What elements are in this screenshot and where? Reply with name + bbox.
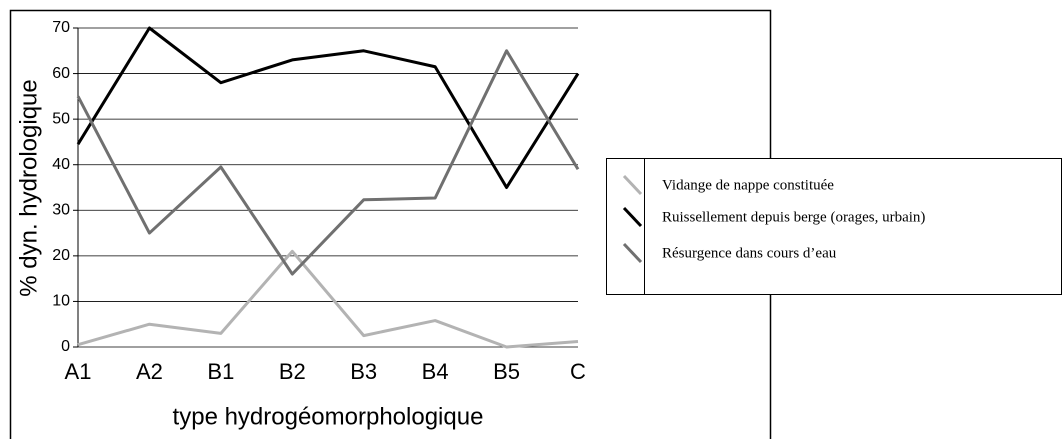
- x-tick-label: B2: [279, 359, 306, 384]
- legend-box: [606, 158, 1062, 295]
- y-tick-label: 70: [52, 19, 70, 36]
- legend-swatch: [622, 242, 643, 264]
- x-tick-label: B3: [350, 359, 377, 384]
- series-line: [76, 26, 580, 189]
- x-tick-label: A1: [65, 359, 92, 384]
- legend-label: Résurgence dans cours d’eau: [662, 245, 837, 261]
- series-line: [76, 49, 580, 276]
- legend-label: Ruissellement depuis berge (orages, urba…: [662, 209, 925, 225]
- x-axis-label: type hydrogéomorphologique: [173, 403, 484, 430]
- y-tick-label: 30: [52, 202, 70, 219]
- y-tick-label: 50: [52, 110, 70, 127]
- x-tick-label: B5: [493, 359, 520, 384]
- y-tick-label: 0: [61, 338, 70, 355]
- x-tick-label: A2: [136, 359, 163, 384]
- y-tick-label: 10: [52, 293, 70, 310]
- series-line: [77, 249, 579, 349]
- y-tick-label: 20: [52, 247, 70, 264]
- y-tick-label: 40: [52, 156, 70, 173]
- y-axis-label: % dyn. hydrologique: [15, 79, 42, 296]
- legend-swatch: [622, 174, 643, 196]
- x-tick-label: B4: [422, 359, 449, 384]
- y-tick-label: 60: [52, 65, 70, 82]
- legend-label: Vidange de nappe constituée: [662, 177, 834, 193]
- x-tick-label: B1: [207, 359, 234, 384]
- x-tick-label: C: [570, 359, 586, 384]
- legend-swatch: [622, 206, 643, 228]
